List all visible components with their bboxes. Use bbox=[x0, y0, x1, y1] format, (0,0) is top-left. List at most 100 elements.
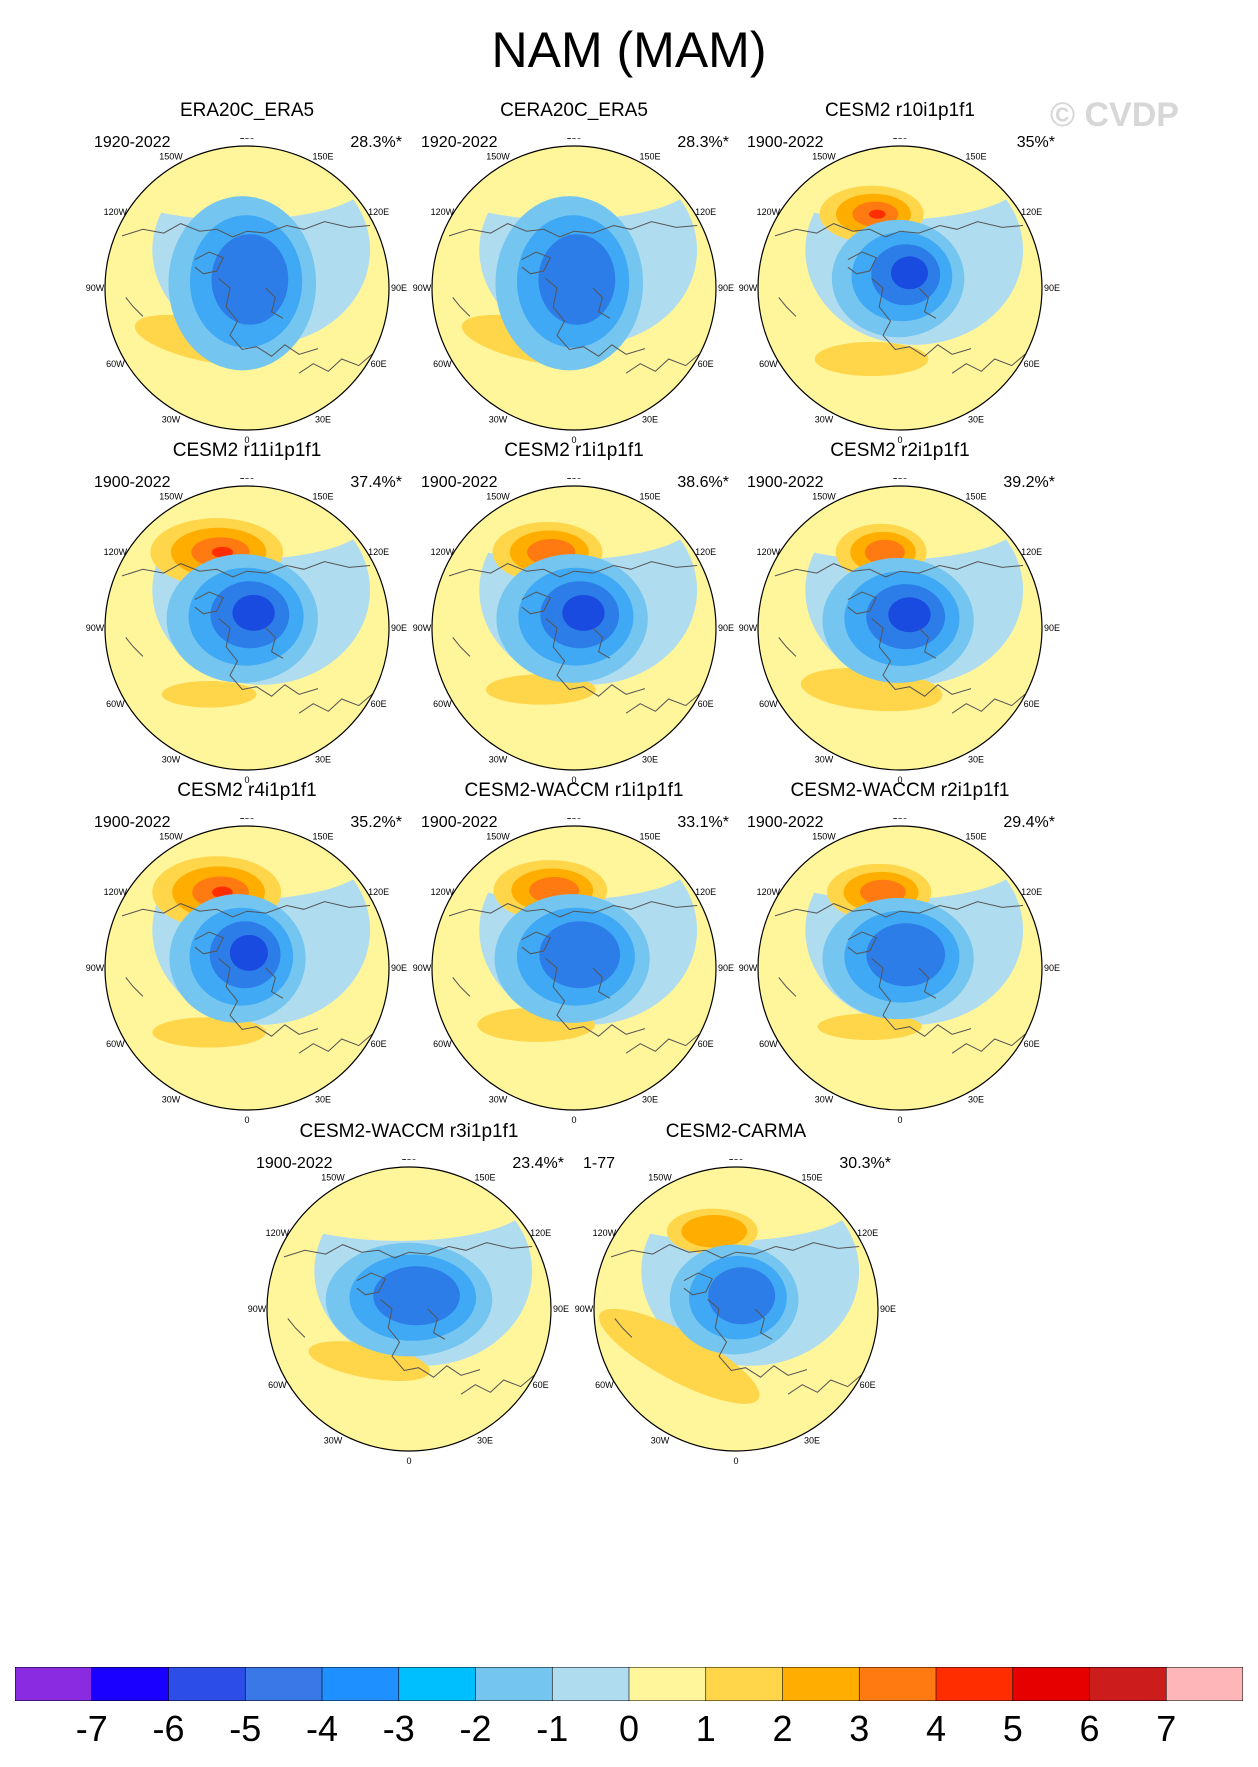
longitude-label: 150W bbox=[648, 1172, 672, 1182]
longitude-label: 120E bbox=[1021, 207, 1042, 217]
coastline bbox=[427, 1308, 446, 1340]
longitude-label: 120E bbox=[530, 1228, 551, 1238]
longitude-label: 150W bbox=[812, 151, 836, 161]
longitude-label: 180 bbox=[566, 138, 581, 141]
longitude-label: 30E bbox=[642, 755, 658, 765]
map-panel: CESM2 r1i1p1f1 1900-2022 38.6%* 180 150E 120E… bbox=[409, 440, 739, 796]
longitude-label: 60W bbox=[106, 1039, 125, 1049]
colorbar-swatch bbox=[475, 1667, 553, 1701]
longitude-label: 120W bbox=[757, 547, 781, 557]
longitude-label: 120W bbox=[593, 1228, 617, 1238]
longitude-label: 120E bbox=[368, 547, 389, 557]
panel-variance-percent: 28.3%* bbox=[677, 134, 729, 151]
negative-contour bbox=[373, 1266, 460, 1326]
coastline bbox=[787, 1374, 862, 1395]
longitude-label: 60W bbox=[759, 359, 778, 369]
longitude-label: 30W bbox=[162, 415, 181, 425]
coastline bbox=[918, 967, 937, 999]
longitude-label: 60W bbox=[268, 1380, 287, 1390]
watermark: © CVDP bbox=[1050, 96, 1179, 134]
colorbar-swatch bbox=[629, 1667, 707, 1701]
coastline bbox=[121, 221, 371, 238]
negative-contour bbox=[890, 256, 929, 290]
coastline bbox=[871, 278, 972, 357]
coastline bbox=[625, 693, 700, 714]
longitude-label: 120E bbox=[695, 887, 716, 897]
coastline bbox=[774, 901, 1024, 918]
map-panel: CESM2-WACCM r2i1p1f1 1900-2022 29.4%* 180 15… bbox=[735, 780, 1065, 1136]
panel-variance-percent: 37.4%* bbox=[350, 474, 402, 491]
longitude-label: 30W bbox=[489, 415, 508, 425]
negative-contour bbox=[866, 923, 946, 987]
longitude-label: 60W bbox=[106, 699, 125, 709]
coastline bbox=[610, 1242, 860, 1259]
negative-contour bbox=[211, 234, 289, 325]
longitude-label: 60E bbox=[1024, 1039, 1040, 1049]
longitude-label: 60E bbox=[698, 359, 714, 369]
longitude-label: 0 bbox=[244, 435, 249, 445]
coastline bbox=[194, 931, 224, 955]
longitude-label: 30W bbox=[324, 1436, 343, 1446]
panel-variance-percent: 39.2%* bbox=[1003, 474, 1055, 491]
panel-period: 1900-2022 bbox=[421, 814, 498, 831]
colorbar-swatch bbox=[1012, 1667, 1090, 1701]
longitude-label: 180 bbox=[892, 478, 907, 481]
longitude-label: 150E bbox=[801, 1172, 822, 1182]
longitude-label: 90W bbox=[413, 963, 432, 973]
longitude-label: 150E bbox=[965, 151, 986, 161]
longitude-label: 150W bbox=[159, 831, 183, 841]
coastline bbox=[194, 591, 224, 615]
polar-map: 180 150E 120E 90E 60E 30E 0 30W 60W 90W 120W 150W bbox=[739, 818, 1060, 1125]
longitude-label: 120W bbox=[104, 887, 128, 897]
map-boundary bbox=[431, 485, 717, 771]
longitude-label: 150E bbox=[639, 151, 660, 161]
longitude-label: 90E bbox=[880, 1304, 896, 1314]
longitude-label: 90W bbox=[86, 623, 105, 633]
panel-variance-percent: 23.4%* bbox=[512, 1155, 564, 1172]
longitude-label: 180 bbox=[401, 1159, 416, 1162]
longitude-label: 60W bbox=[759, 1039, 778, 1049]
coastline bbox=[298, 1033, 373, 1054]
negative-contour bbox=[539, 921, 621, 989]
panel-period: 1900-2022 bbox=[94, 474, 171, 491]
coastline bbox=[265, 627, 284, 659]
longitude-label: 120E bbox=[368, 207, 389, 217]
map-boundary bbox=[593, 1166, 879, 1452]
longitude-label: 150E bbox=[965, 831, 986, 841]
longitude-label: 60E bbox=[371, 699, 387, 709]
coastline bbox=[121, 901, 371, 918]
coastline bbox=[452, 297, 471, 317]
negative-contour bbox=[232, 594, 275, 631]
panel-period: 1900-2022 bbox=[256, 1155, 333, 1172]
colorbar-tick-label: 6 bbox=[1079, 1708, 1100, 1749]
polar-map: 180 150E 120E 90E 60E 30E 0 30W 60W 90W 120W 150W bbox=[86, 138, 407, 445]
colorbar-swatch bbox=[15, 1667, 93, 1701]
polar-map: 180 150E 120E 90E 60E 30E 0 30W 60W 90W 120W 150W bbox=[248, 1159, 569, 1466]
panel-title: CESM2 r11i1p1f1 bbox=[172, 440, 322, 461]
panel-variance-percent: 35.2%* bbox=[350, 814, 402, 831]
coastline bbox=[778, 297, 797, 317]
longitude-label: 120W bbox=[266, 1228, 290, 1238]
coastline bbox=[521, 251, 551, 275]
longitude-label: 120E bbox=[1021, 547, 1042, 557]
panel-title: CERA20C_ERA5 bbox=[500, 100, 648, 121]
colorbar-swatch bbox=[322, 1667, 400, 1701]
longitude-label: 0 bbox=[733, 1456, 738, 1466]
longitude-label: 150W bbox=[812, 831, 836, 841]
longitude-label: 0 bbox=[571, 1115, 576, 1125]
coastline bbox=[125, 977, 144, 997]
colorbar-tick-label: -7 bbox=[75, 1708, 108, 1749]
colorbar-swatch bbox=[552, 1667, 630, 1701]
colorbar-tick-label: 7 bbox=[1156, 1708, 1177, 1749]
map-panel: CESM2 r2i1p1f1 1900-2022 39.2%* 180 150E 120E… bbox=[735, 440, 1065, 796]
coastline bbox=[778, 637, 797, 657]
negative-contour bbox=[708, 1267, 776, 1325]
longitude-label: 0 bbox=[406, 1456, 411, 1466]
coastline bbox=[265, 967, 284, 999]
positive-contour-atlantic bbox=[814, 341, 929, 377]
longitude-label: 150W bbox=[321, 1172, 345, 1182]
colorbar-swatch bbox=[398, 1667, 476, 1701]
panel-period: 1900-2022 bbox=[94, 814, 171, 831]
longitude-label: 90E bbox=[718, 623, 734, 633]
